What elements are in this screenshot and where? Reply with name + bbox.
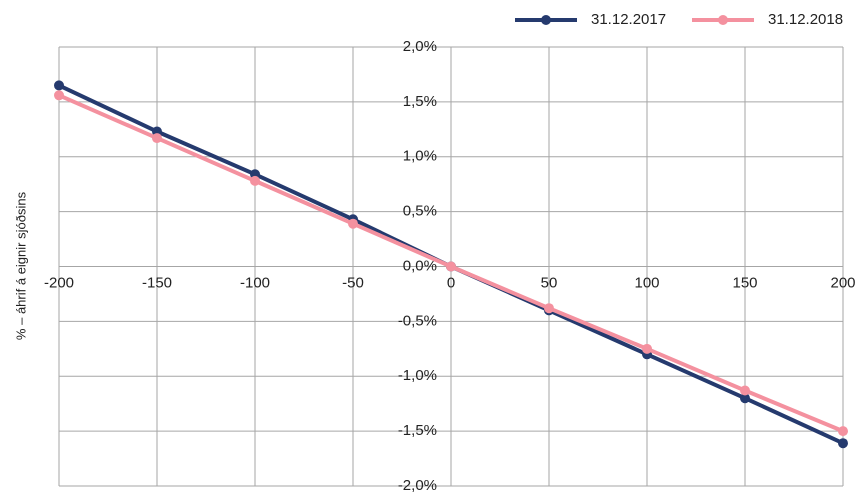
data-point	[642, 343, 652, 354]
data-point	[838, 426, 848, 437]
y-tick-label: 2,0%	[403, 38, 437, 55]
x-tick-label: 0	[447, 274, 455, 291]
legend-marker	[541, 15, 551, 25]
y-tick-label: -1,0%	[398, 367, 437, 384]
legend-marker	[718, 15, 728, 25]
x-tick-label: -50	[342, 274, 364, 291]
x-tick-label: 100	[634, 274, 659, 291]
data-point	[250, 175, 260, 186]
x-tick-label: -200	[44, 274, 74, 291]
data-point	[348, 218, 358, 229]
y-tick-label: -0,5%	[398, 312, 437, 329]
y-tick-label: 1,0%	[403, 148, 437, 165]
y-tick-label: 0,0%	[403, 257, 437, 274]
x-tick-label: -100	[240, 274, 270, 291]
x-tick-label: -150	[142, 274, 172, 291]
y-tick-label: -1,5%	[398, 422, 437, 439]
data-point	[446, 261, 456, 272]
y-axis-label: % – áhrif á eignir sjóðsins	[13, 191, 28, 340]
data-point	[838, 438, 848, 449]
x-tick-label: 200	[830, 274, 855, 291]
y-tick-label: -2,0%	[398, 477, 437, 493]
data-point	[740, 385, 750, 396]
data-point	[152, 133, 162, 144]
legend-label: 31.12.2017	[591, 11, 666, 28]
data-point	[54, 80, 64, 91]
y-tick-label: 0,5%	[403, 203, 437, 220]
data-point	[740, 393, 750, 404]
data-point	[544, 303, 554, 314]
x-tick-label: 50	[541, 274, 558, 291]
x-tick-label: 150	[732, 274, 757, 291]
legend-label: 31.12.2018	[768, 11, 843, 28]
data-point	[54, 90, 64, 101]
y-tick-label: 1,5%	[403, 93, 437, 110]
